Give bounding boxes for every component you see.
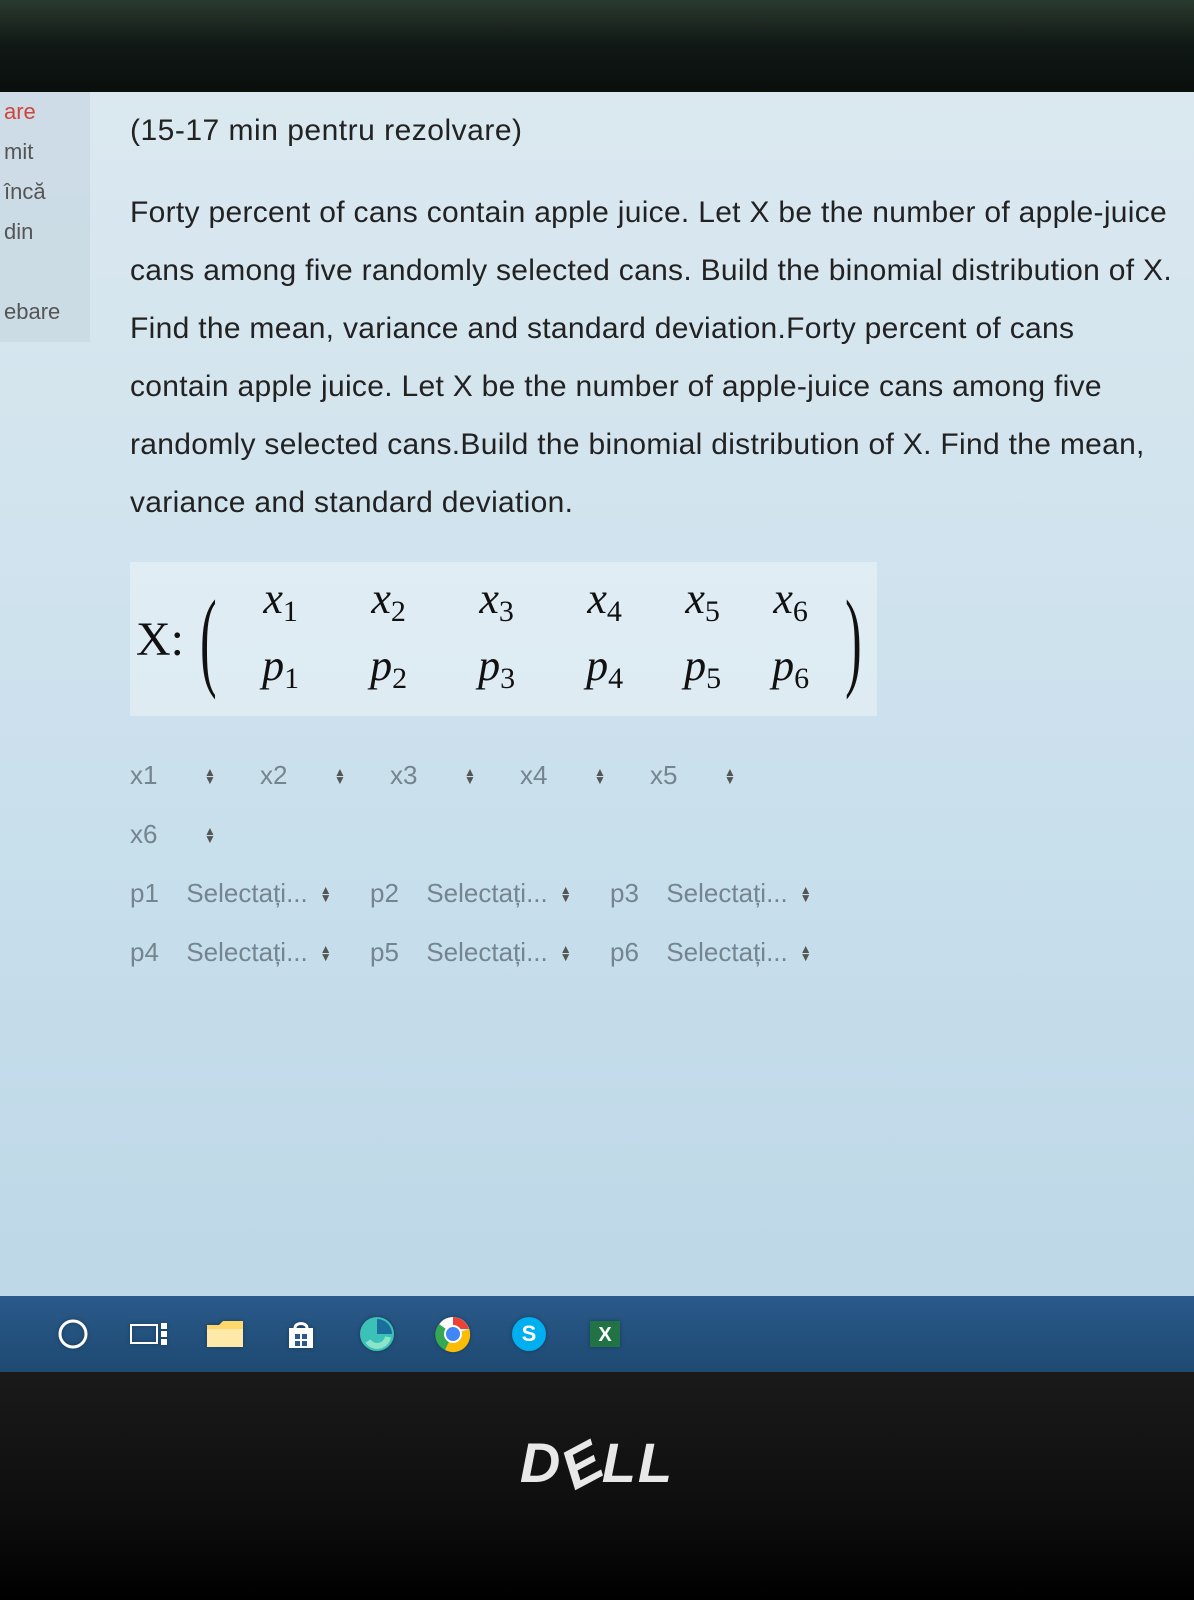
sort-arrows-icon: ▲▼ bbox=[334, 768, 346, 784]
windows-taskbar: S X bbox=[0, 1296, 1194, 1372]
select-p2[interactable]: Selectați...▲▼ bbox=[424, 878, 574, 909]
select-label: p1 bbox=[130, 878, 166, 909]
matrix-cell: p2 bbox=[335, 639, 443, 706]
matrix-cell: p3 bbox=[443, 639, 551, 706]
select-x6[interactable]: ▲▼ bbox=[184, 827, 224, 843]
matrix-display: X: ( x1 x2 x3 x4 x5 x6 p1 p2 bbox=[130, 562, 877, 716]
excel-icon[interactable]: X bbox=[572, 1301, 638, 1367]
select-label: x6 bbox=[130, 819, 166, 850]
svg-text:S: S bbox=[522, 1321, 537, 1346]
sort-arrows-icon: ▲▼ bbox=[560, 886, 572, 902]
chrome-icon[interactable] bbox=[420, 1301, 486, 1367]
select-p1[interactable]: Selectați...▲▼ bbox=[184, 878, 334, 909]
answer-selectors: x1 ▲▼ x2 ▲▼ x3 ▲▼ x4 ▲▼ bbox=[130, 760, 1174, 968]
select-label: x1 bbox=[130, 760, 166, 791]
time-hint: (15-17 min pentru rezolvare) bbox=[130, 114, 1174, 148]
sidebar-item bbox=[0, 252, 90, 292]
select-label: x3 bbox=[390, 760, 426, 791]
file-explorer-icon[interactable] bbox=[192, 1301, 258, 1367]
sort-arrows-icon: ▲▼ bbox=[560, 945, 572, 961]
sidebar-item[interactable]: din bbox=[0, 212, 90, 252]
skype-icon[interactable]: S bbox=[496, 1301, 562, 1367]
sort-arrows-icon: ▲▼ bbox=[320, 886, 332, 902]
task-view-icon[interactable] bbox=[116, 1301, 182, 1367]
sort-arrows-icon: ▲▼ bbox=[204, 827, 216, 843]
sidebar-item[interactable]: ebare bbox=[0, 292, 90, 332]
select-label: p5 bbox=[370, 937, 406, 968]
monitor-bezel: are mit încă din ebare (15-17 min pentru… bbox=[0, 0, 1194, 1600]
select-p4[interactable]: Selectați...▲▼ bbox=[184, 937, 334, 968]
matrix-cell: x6 bbox=[747, 572, 835, 639]
top-bezel bbox=[0, 0, 1194, 92]
sort-arrows-icon: ▲▼ bbox=[594, 768, 606, 784]
dell-logo: DELL bbox=[520, 1430, 674, 1495]
select-p5[interactable]: Selectați...▲▼ bbox=[424, 937, 574, 968]
select-label: x5 bbox=[650, 760, 686, 791]
right-paren: ) bbox=[845, 594, 861, 684]
matrix-cell: x3 bbox=[443, 572, 551, 639]
matrix-cell: x5 bbox=[659, 572, 747, 639]
select-p3[interactable]: Selectați...▲▼ bbox=[664, 878, 814, 909]
sort-arrows-icon: ▲▼ bbox=[204, 768, 216, 784]
matrix-cell: x2 bbox=[335, 572, 443, 639]
matrix-cell: x4 bbox=[551, 572, 659, 639]
bottom-bezel: DELL bbox=[0, 1372, 1194, 1600]
question-text: Forty percent of cans contain apple juic… bbox=[130, 184, 1174, 532]
sidebar-item[interactable]: are bbox=[0, 92, 90, 132]
svg-text:X: X bbox=[598, 1324, 612, 1346]
select-p6[interactable]: Selectați...▲▼ bbox=[664, 937, 814, 968]
matrix-cell: p4 bbox=[551, 639, 659, 706]
matrix-cell: p5 bbox=[659, 639, 747, 706]
select-label: p6 bbox=[610, 937, 646, 968]
quiz-sidebar: are mit încă din ebare bbox=[0, 92, 90, 342]
select-label: p4 bbox=[130, 937, 166, 968]
question-content: (15-17 min pentru rezolvare) Forty perce… bbox=[130, 114, 1174, 996]
select-x5[interactable]: ▲▼ bbox=[704, 768, 744, 784]
store-icon[interactable] bbox=[268, 1301, 334, 1367]
cortana-icon[interactable] bbox=[40, 1301, 106, 1367]
select-x2[interactable]: ▲▼ bbox=[314, 768, 354, 784]
sort-arrows-icon: ▲▼ bbox=[800, 886, 812, 902]
select-label: x2 bbox=[260, 760, 296, 791]
screen-area: are mit încă din ebare (15-17 min pentru… bbox=[0, 92, 1194, 1372]
edge-icon[interactable] bbox=[344, 1301, 410, 1367]
select-label: p2 bbox=[370, 878, 406, 909]
matrix-label: X: bbox=[136, 612, 184, 667]
matrix-cell: x1 bbox=[227, 572, 335, 639]
select-label: x4 bbox=[520, 760, 556, 791]
select-x1[interactable]: ▲▼ bbox=[184, 768, 224, 784]
sort-arrows-icon: ▲▼ bbox=[800, 945, 812, 961]
sidebar-item[interactable]: încă bbox=[0, 172, 90, 212]
sort-arrows-icon: ▲▼ bbox=[724, 768, 736, 784]
sort-arrows-icon: ▲▼ bbox=[464, 768, 476, 784]
matrix-cell: p1 bbox=[227, 639, 335, 706]
select-x4[interactable]: ▲▼ bbox=[574, 768, 614, 784]
left-paren: ( bbox=[200, 594, 216, 684]
select-x3[interactable]: ▲▼ bbox=[444, 768, 484, 784]
sidebar-item[interactable]: mit bbox=[0, 132, 90, 172]
matrix-cell: p6 bbox=[747, 639, 835, 706]
select-label: p3 bbox=[610, 878, 646, 909]
sort-arrows-icon: ▲▼ bbox=[320, 945, 332, 961]
